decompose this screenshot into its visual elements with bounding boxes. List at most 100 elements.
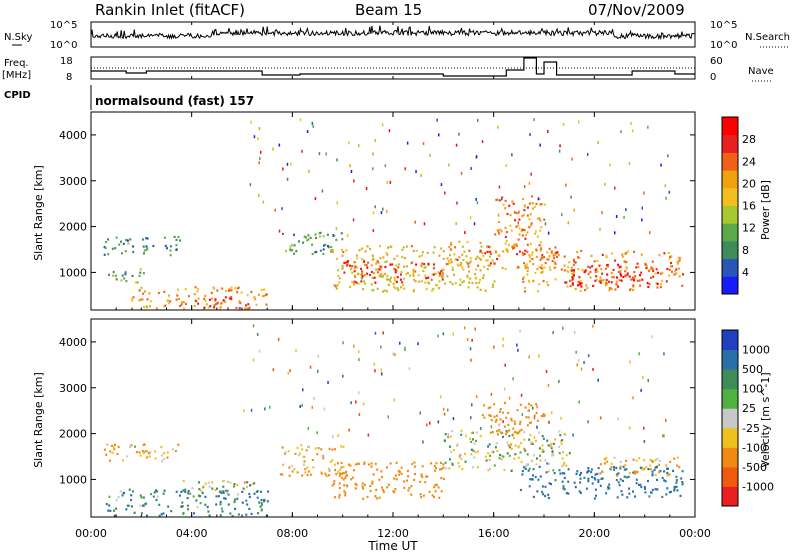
heatmap-cell <box>635 471 638 474</box>
noise-tick-top-right: 10^5 <box>710 20 737 31</box>
heatmap-cell <box>585 284 588 287</box>
heatmap-cell <box>518 250 521 253</box>
heatmap-cell <box>564 281 567 284</box>
heatmap-cell <box>442 463 445 466</box>
heatmap-cell <box>461 245 464 248</box>
heatmap-cell <box>599 472 602 475</box>
heatmap-cell <box>650 491 652 494</box>
heatmap-cell <box>248 507 251 510</box>
heatmap-cell <box>563 255 566 258</box>
heatmap-cell <box>107 238 109 241</box>
heatmap-cell <box>244 307 246 310</box>
heatmap-cell <box>395 264 398 267</box>
heatmap-cell <box>427 264 430 267</box>
heatmap-cell <box>274 208 276 212</box>
heatmap-cell <box>521 470 524 473</box>
heatmap-cell <box>403 480 406 483</box>
heatmap-cell <box>479 278 482 281</box>
heatmap-cell <box>290 162 292 166</box>
heatmap-cell <box>243 481 246 484</box>
heatmap-cell <box>413 465 416 468</box>
heatmap-cell <box>256 490 259 493</box>
heatmap-cell <box>288 474 291 477</box>
heatmap-cell <box>661 271 664 274</box>
heatmap-cell <box>440 490 443 493</box>
heatmap-cell <box>471 281 474 285</box>
heatmap-cell <box>192 495 195 498</box>
heatmap-cell <box>236 493 239 496</box>
heatmap-cell <box>351 281 354 284</box>
heatmap-cell <box>616 474 619 477</box>
heatmap-cell <box>620 274 622 277</box>
heatmap-cell <box>336 257 338 260</box>
heatmap-cell <box>142 238 144 241</box>
heatmap-cell <box>547 383 550 387</box>
heatmap-cell <box>311 121 314 125</box>
heatmap-cell <box>505 433 508 436</box>
heatmap-cell <box>592 367 594 371</box>
heatmap-cell <box>380 265 383 268</box>
heatmap-cell <box>374 139 376 142</box>
heatmap-cell <box>447 436 450 439</box>
heatmap-cell <box>349 264 351 267</box>
heatmap-cell <box>164 304 167 307</box>
colorbar-segment <box>722 447 738 468</box>
heatmap-cell <box>539 475 542 478</box>
heatmap-cell <box>529 478 532 481</box>
heatmap-cell <box>526 453 529 456</box>
heatmap-cell <box>477 118 479 122</box>
heatmap-cell <box>458 240 461 243</box>
heatmap-cell <box>135 281 138 284</box>
heatmap-cell <box>648 495 651 498</box>
heatmap-cell <box>408 486 411 490</box>
heatmap-cell <box>226 491 229 494</box>
heatmap-cell <box>525 263 528 266</box>
heatmap-cell <box>580 367 583 371</box>
heatmap-cell <box>539 143 541 147</box>
heatmap-cell <box>311 458 314 462</box>
heatmap-cell <box>340 445 343 448</box>
heatmap-cell <box>254 298 257 301</box>
heatmap-cell <box>543 414 546 417</box>
heatmap-cell <box>387 483 390 486</box>
heatmap-cell <box>592 284 595 287</box>
heatmap-cell <box>516 253 518 256</box>
heatmap-cell <box>236 497 239 500</box>
heatmap-cell <box>322 244 325 247</box>
heatmap-cell <box>670 261 673 265</box>
heatmap-cell <box>164 244 167 247</box>
heatmap-cell <box>470 358 472 362</box>
heatmap-cell <box>551 259 554 263</box>
heatmap-cell <box>536 235 539 238</box>
heatmap-cell <box>609 468 612 471</box>
heatmap-cell <box>115 236 118 239</box>
heatmap-cell <box>617 263 620 266</box>
heatmap-cell <box>625 459 627 462</box>
heatmap-cell <box>476 255 479 258</box>
heatmap-cell <box>131 490 134 493</box>
heatmap-cell <box>146 247 149 250</box>
heatmap-cell <box>430 278 433 281</box>
heatmap-cell <box>189 492 192 495</box>
heatmap-cell <box>135 451 138 454</box>
heatmap-cell <box>531 251 534 254</box>
heatmap-cell <box>632 284 635 287</box>
heatmap-cell <box>322 252 325 255</box>
heatmap-cell <box>262 294 265 298</box>
heatmap-cell <box>548 482 551 485</box>
heatmap-cell <box>346 474 349 477</box>
heatmap-cell <box>516 409 519 412</box>
heatmap-cell <box>326 233 329 236</box>
heatmap-cell <box>587 420 589 424</box>
heatmap-cell <box>482 274 485 277</box>
y-tick-label: 4000 <box>59 129 87 142</box>
heatmap-cell <box>166 456 169 459</box>
heatmap-cell <box>173 235 176 238</box>
heatmap-cell <box>153 491 156 494</box>
x-tick-label: 00:00 <box>679 527 711 540</box>
heatmap-cell <box>522 214 525 217</box>
heatmap-cell <box>308 169 310 173</box>
heatmap-cell <box>381 123 384 127</box>
heatmap-cell <box>563 472 566 475</box>
heatmap-cell <box>607 487 610 490</box>
